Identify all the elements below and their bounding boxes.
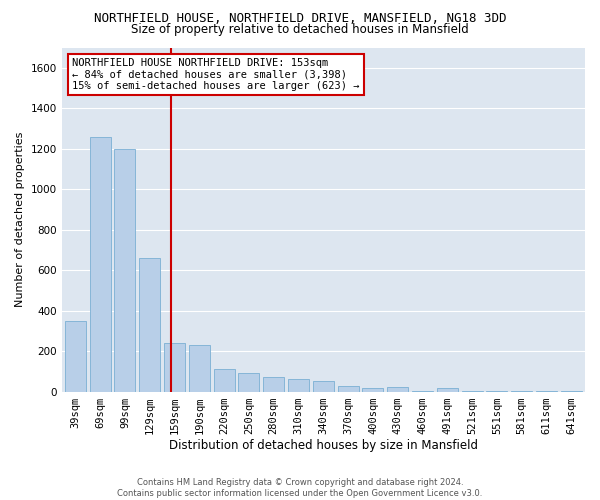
Bar — [115, 148, 136, 392]
Text: Contains HM Land Registry data © Crown copyright and database right 2024.
Contai: Contains HM Land Registry data © Crown c… — [118, 478, 482, 498]
Y-axis label: Number of detached properties: Number of detached properties — [15, 132, 25, 307]
Bar — [164, 343, 185, 392]
Text: NORTHFIELD HOUSE NORTHFIELD DRIVE: 153sqm
← 84% of detached houses are smaller (: NORTHFIELD HOUSE NORTHFIELD DRIVE: 153sq… — [72, 58, 359, 91]
Bar — [313, 382, 334, 392]
Text: Size of property relative to detached houses in Mansfield: Size of property relative to detached ho… — [131, 22, 469, 36]
Bar — [214, 370, 235, 392]
Bar — [238, 374, 259, 392]
Bar — [338, 386, 359, 392]
Bar — [89, 136, 110, 392]
Bar — [288, 379, 309, 392]
Text: NORTHFIELD HOUSE, NORTHFIELD DRIVE, MANSFIELD, NG18 3DD: NORTHFIELD HOUSE, NORTHFIELD DRIVE, MANS… — [94, 12, 506, 26]
Bar — [65, 320, 86, 392]
Bar — [189, 345, 210, 392]
Bar — [362, 388, 383, 392]
Bar — [387, 386, 408, 392]
Bar — [139, 258, 160, 392]
X-axis label: Distribution of detached houses by size in Mansfield: Distribution of detached houses by size … — [169, 440, 478, 452]
Bar — [412, 390, 433, 392]
Bar — [263, 378, 284, 392]
Bar — [437, 388, 458, 392]
